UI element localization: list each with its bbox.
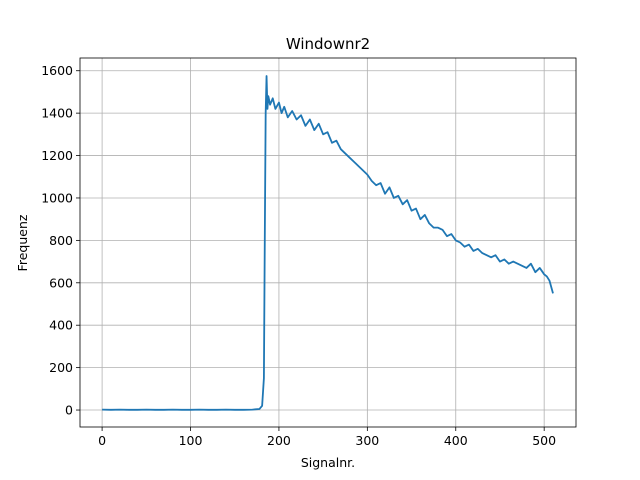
x-tick-label: 200 xyxy=(267,433,291,448)
axes-frame xyxy=(79,57,577,428)
y-tick-label: 0 xyxy=(65,403,73,418)
series-group xyxy=(102,75,554,411)
y-tick-label: 1000 xyxy=(41,190,73,205)
x-axis-label: Signalnr. xyxy=(301,455,355,470)
y-tick-label: 800 xyxy=(49,233,73,248)
y-axis-label: Frequenz xyxy=(15,214,30,271)
y-tick-label: 200 xyxy=(49,360,73,375)
x-tick-label: 300 xyxy=(355,433,379,448)
y-ticks: 0 200 400 600 800 1000 1200 1400 1600 xyxy=(41,63,80,418)
x-tick-label: 100 xyxy=(179,433,203,448)
x-tick-label: 500 xyxy=(532,433,556,448)
y-tick-label: 1200 xyxy=(41,148,73,163)
y-tick-label: 400 xyxy=(49,318,73,333)
y-tick-label: 1600 xyxy=(41,63,73,78)
x-tick-label: 400 xyxy=(444,433,468,448)
series-line-0 xyxy=(102,75,554,411)
x-ticks: 0 100 200 300 400 500 xyxy=(98,427,556,448)
y-tick-label: 1400 xyxy=(41,106,73,121)
y-tick-label: 600 xyxy=(49,275,73,290)
x-tick-label: 0 xyxy=(98,433,106,448)
chart-title: Windownr2 xyxy=(286,35,370,53)
grid xyxy=(80,58,576,427)
